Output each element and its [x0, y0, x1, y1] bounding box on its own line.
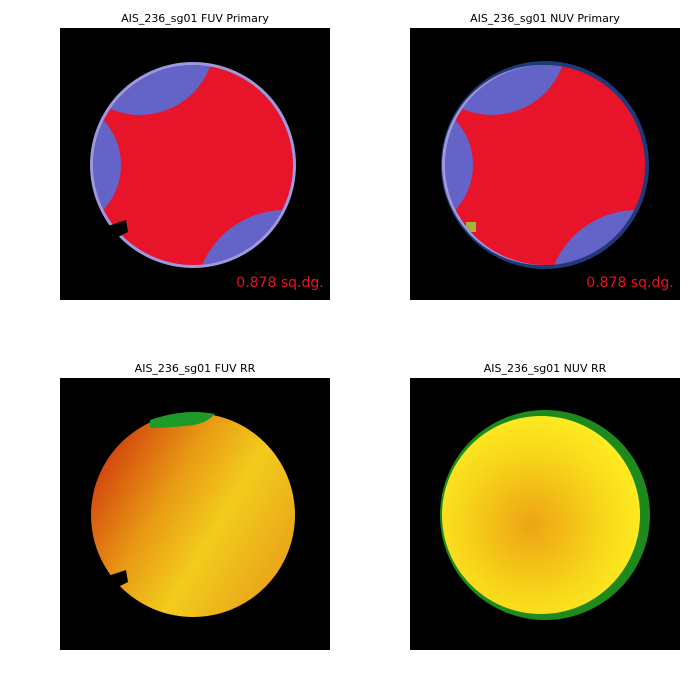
- area-label: 0.878 sq.dg.: [236, 275, 323, 291]
- response-map: [442, 416, 640, 614]
- panel-title: AIS_236_sg01 FUV Primary: [121, 12, 269, 25]
- response-edge: [150, 412, 215, 428]
- area-label: 0.878 sq.dg.: [586, 275, 673, 291]
- mask-notch: [108, 220, 128, 240]
- mask-notch: [108, 570, 128, 590]
- panel-title: AIS_236_sg01 FUV RR: [135, 362, 256, 375]
- panel-title: AIS_236_sg01 NUV RR: [484, 362, 607, 375]
- panel-title: AIS_236_sg01 NUV Primary: [470, 12, 620, 25]
- response-map: [91, 413, 295, 617]
